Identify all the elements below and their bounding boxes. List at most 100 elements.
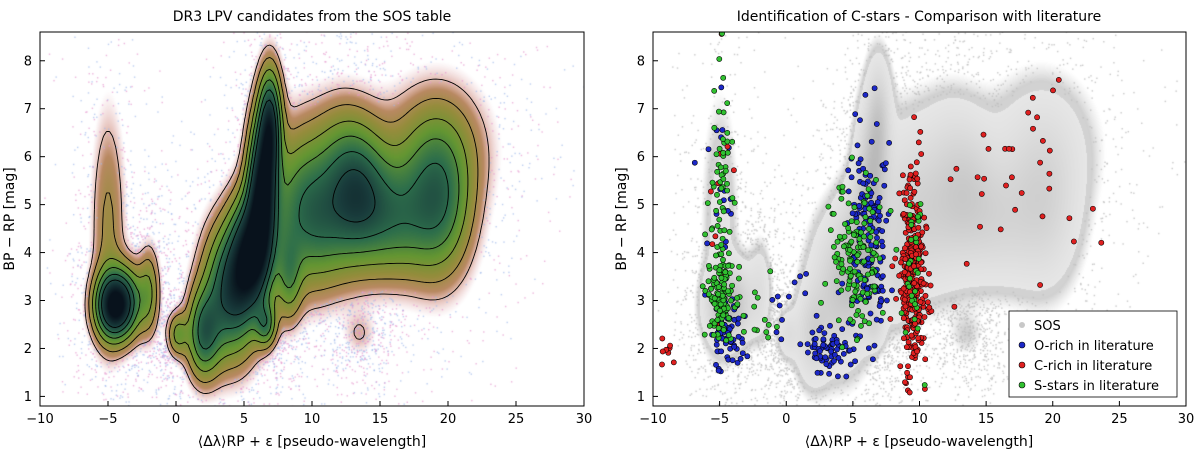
left-x-tick-label: 30	[576, 412, 593, 427]
o-rich-point	[835, 373, 841, 380]
c-rich-point	[896, 272, 903, 279]
o-rich-point	[797, 341, 804, 348]
legend-box	[1008, 310, 1178, 398]
o-rich-point	[718, 348, 725, 355]
right-x-tick-label: 0	[782, 412, 790, 427]
s-star-point	[716, 216, 723, 223]
s-star-point	[726, 250, 732, 257]
c-rich-point	[1003, 182, 1009, 189]
c-rich-point	[1018, 190, 1025, 196]
o-rich-point	[873, 121, 880, 127]
right-x-axis-label: ⟨Δλ⟩RP + ε [pseudo-wavelength]	[805, 434, 1034, 450]
c-rich-point	[712, 233, 719, 240]
s-star-point	[702, 231, 708, 238]
right-literature-points	[659, 32, 1105, 396]
c-rich-point	[997, 226, 1004, 233]
o-rich-point	[713, 362, 719, 368]
s-star-point	[915, 213, 921, 220]
s-star-point	[835, 317, 842, 324]
s-star-point	[870, 250, 877, 256]
s-star-point	[917, 201, 924, 207]
left-x-tick-label: 25	[508, 412, 525, 427]
right-y-tick-label: 5	[637, 198, 645, 213]
c-rich-point	[670, 359, 677, 366]
o-rich-point	[832, 351, 838, 358]
left-y-tick-label: 2	[24, 342, 32, 357]
c-rich-point	[927, 282, 934, 289]
s-star-point	[856, 236, 863, 242]
left-x-tick-label: −5	[98, 412, 117, 427]
s-star-point	[720, 75, 727, 81]
s-star-point	[873, 177, 879, 183]
s-star-point	[866, 205, 873, 212]
s-star-point	[714, 191, 720, 198]
o-rich-point	[876, 217, 882, 224]
o-rich-point	[889, 287, 895, 294]
o-rich-point	[713, 341, 720, 348]
s-star-point	[704, 200, 711, 206]
legend-label-sos: SOS	[1034, 319, 1061, 334]
s-star-point	[876, 255, 883, 262]
o-rich-point	[744, 353, 751, 360]
s-star-point	[876, 204, 883, 211]
s-star-point	[838, 195, 845, 202]
s-star-point	[858, 323, 864, 329]
s-star-point	[911, 316, 918, 323]
s-star-point	[721, 227, 728, 234]
o-rich-point	[735, 315, 742, 322]
c-rich-point	[911, 280, 918, 286]
c-rich-point	[1025, 109, 1032, 116]
c-rich-point	[921, 214, 928, 221]
o-rich-point	[847, 361, 854, 368]
c-rich-point	[1039, 213, 1046, 220]
s-star-point	[851, 268, 858, 275]
c-rich-point	[903, 190, 910, 196]
s-star-point	[765, 334, 771, 341]
s-star-point	[887, 208, 894, 214]
right-y-tick-label: 3	[637, 294, 645, 309]
s-star-point	[729, 282, 735, 289]
c-rich-point	[902, 303, 909, 310]
c-rich-point	[904, 369, 910, 376]
left-contours	[84, 44, 490, 394]
o-rich-point	[856, 202, 863, 209]
s-star-point	[905, 260, 912, 267]
c-rich-point	[731, 167, 737, 174]
o-rich-point	[886, 140, 892, 146]
density-contour	[84, 44, 490, 394]
s-star-point	[706, 323, 713, 329]
s-star-point	[831, 243, 837, 250]
s-star-point	[718, 185, 725, 192]
s-star-point	[879, 309, 886, 316]
s-star-point	[736, 263, 742, 270]
s-star-point	[714, 317, 721, 323]
s-star-point	[827, 227, 834, 233]
s-star-point	[706, 291, 712, 298]
o-rich-point	[867, 310, 874, 317]
o-rich-point	[874, 235, 880, 241]
s-star-point	[914, 325, 921, 332]
legend-marker-s-stars	[1018, 381, 1026, 389]
s-star-point	[865, 271, 871, 278]
o-rich-point	[822, 354, 829, 361]
o-rich-point	[811, 341, 818, 347]
c-rich-point	[1071, 238, 1077, 245]
c-rich-point	[903, 344, 910, 350]
c-rich-point	[951, 303, 958, 310]
s-star-point	[913, 235, 919, 241]
c-rich-point	[709, 241, 716, 247]
legend-label-c-rich: C-rich in literature	[1034, 359, 1152, 374]
c-rich-point	[1090, 205, 1096, 212]
s-star-point	[716, 199, 723, 205]
o-rich-point	[704, 240, 710, 247]
o-rich-point	[845, 167, 852, 174]
s-star-point	[734, 301, 741, 308]
s-star-point	[862, 214, 869, 220]
o-rich-point	[820, 342, 827, 348]
c-rich-point	[978, 191, 985, 197]
c-rich-point	[896, 190, 903, 197]
left-x-tick-label: 20	[440, 412, 457, 427]
s-star-point	[720, 327, 727, 333]
o-rich-point	[804, 341, 811, 347]
s-star-point	[848, 238, 855, 245]
